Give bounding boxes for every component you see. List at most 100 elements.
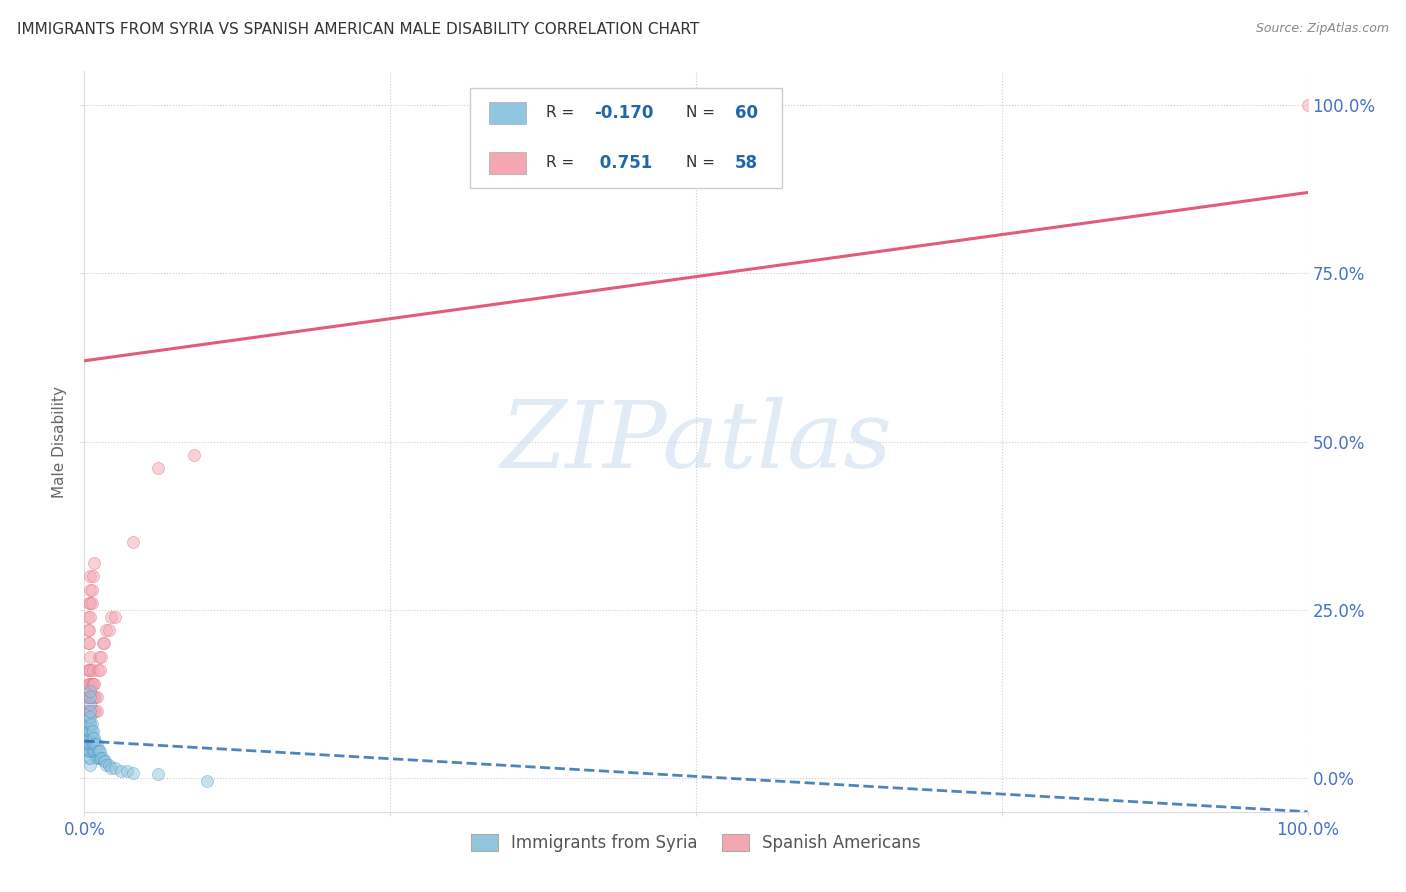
Point — [80, 723, 103, 738]
Point — [77, 751, 100, 765]
Point — [146, 461, 169, 475]
Point — [77, 596, 100, 610]
Point — [77, 636, 100, 650]
Bar — [489, 152, 526, 174]
Legend: Immigrants from Syria, Spanish Americans: Immigrants from Syria, Spanish Americans — [464, 828, 928, 859]
Point — [82, 664, 104, 678]
Point — [77, 704, 100, 718]
Point — [80, 582, 103, 597]
Point — [79, 690, 101, 705]
Point — [79, 710, 101, 724]
Point — [77, 744, 100, 758]
Point — [91, 751, 114, 765]
Point — [89, 664, 111, 678]
Point — [76, 690, 98, 705]
Point — [77, 636, 100, 650]
Point — [87, 744, 110, 758]
Point — [93, 754, 115, 768]
Point — [79, 731, 101, 745]
Point — [79, 690, 101, 705]
Point — [79, 664, 101, 678]
Point — [80, 704, 103, 718]
Point — [80, 677, 103, 691]
Text: N =: N = — [686, 155, 720, 170]
Point — [79, 569, 101, 583]
Point — [97, 757, 120, 772]
Point — [77, 731, 100, 745]
Point — [76, 731, 98, 745]
Point — [83, 690, 105, 705]
Point — [80, 690, 103, 705]
Point — [89, 751, 111, 765]
Text: R =: R = — [546, 155, 579, 170]
Point — [86, 738, 108, 752]
Point — [79, 704, 101, 718]
Point — [183, 448, 205, 462]
Point — [77, 623, 100, 637]
Point — [79, 704, 101, 718]
Text: 58: 58 — [735, 153, 758, 171]
Point — [77, 738, 100, 752]
Point — [94, 754, 117, 768]
Point — [83, 744, 105, 758]
Point — [96, 757, 118, 772]
Point — [115, 764, 138, 779]
Point — [76, 717, 98, 731]
Point — [76, 738, 98, 752]
Point — [79, 723, 101, 738]
Point — [100, 609, 122, 624]
Point — [82, 690, 104, 705]
Point — [79, 717, 101, 731]
Point — [77, 738, 100, 752]
Point — [77, 609, 100, 624]
Point — [77, 690, 100, 705]
Point — [77, 710, 100, 724]
Point — [79, 744, 101, 758]
Point — [82, 723, 104, 738]
Point — [80, 738, 103, 752]
Point — [82, 738, 104, 752]
Point — [87, 744, 110, 758]
Point — [83, 738, 105, 752]
Point — [104, 761, 127, 775]
Point — [90, 751, 112, 765]
Point — [79, 582, 101, 597]
Point — [82, 744, 104, 758]
Point — [87, 649, 110, 664]
Point — [84, 744, 107, 758]
Point — [77, 723, 100, 738]
Point — [77, 731, 100, 745]
Point — [87, 664, 110, 678]
Point — [80, 731, 103, 745]
Point — [91, 636, 114, 650]
Point — [79, 683, 101, 698]
Point — [86, 704, 108, 718]
Point — [86, 690, 108, 705]
Point — [100, 761, 122, 775]
Point — [90, 649, 112, 664]
Text: 60: 60 — [735, 103, 758, 121]
Point — [89, 744, 111, 758]
Point — [146, 767, 169, 781]
Point — [77, 704, 100, 718]
Point — [77, 717, 100, 731]
Text: ZIPatlas: ZIPatlas — [501, 397, 891, 486]
Point — [80, 717, 103, 731]
Text: R =: R = — [546, 105, 579, 120]
Text: -0.170: -0.170 — [595, 103, 654, 121]
Point — [80, 596, 103, 610]
Point — [77, 664, 100, 678]
Point — [1296, 98, 1319, 112]
Point — [195, 774, 218, 789]
Point — [77, 723, 100, 738]
Point — [82, 731, 104, 745]
Point — [79, 596, 101, 610]
Text: N =: N = — [686, 105, 720, 120]
Bar — [489, 102, 526, 124]
Point — [84, 690, 107, 705]
Point — [82, 569, 104, 583]
Point — [79, 697, 101, 711]
Point — [96, 623, 118, 637]
Point — [77, 623, 100, 637]
Point — [77, 677, 100, 691]
